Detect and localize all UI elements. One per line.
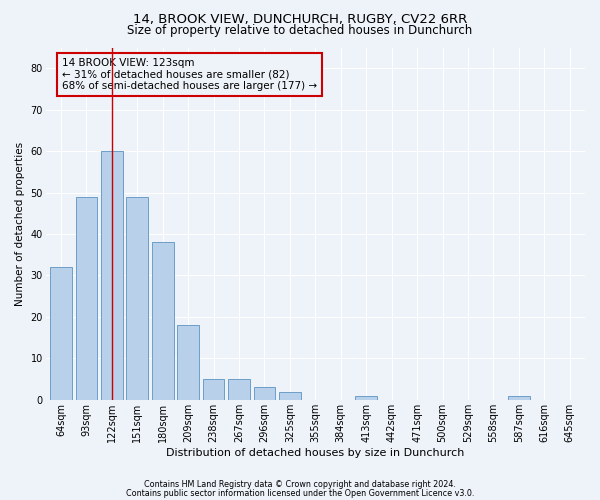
Bar <box>228 379 250 400</box>
Text: Contains HM Land Registry data © Crown copyright and database right 2024.: Contains HM Land Registry data © Crown c… <box>144 480 456 489</box>
Bar <box>101 151 122 400</box>
Text: Size of property relative to detached houses in Dunchurch: Size of property relative to detached ho… <box>127 24 473 37</box>
Bar <box>355 396 377 400</box>
Bar <box>127 196 148 400</box>
Y-axis label: Number of detached properties: Number of detached properties <box>15 142 25 306</box>
Text: Contains public sector information licensed under the Open Government Licence v3: Contains public sector information licen… <box>126 489 474 498</box>
Bar <box>254 388 275 400</box>
Bar <box>178 325 199 400</box>
Text: 14, BROOK VIEW, DUNCHURCH, RUGBY, CV22 6RR: 14, BROOK VIEW, DUNCHURCH, RUGBY, CV22 6… <box>133 12 467 26</box>
Bar <box>76 196 97 400</box>
Bar <box>508 396 530 400</box>
Bar <box>50 267 72 400</box>
X-axis label: Distribution of detached houses by size in Dunchurch: Distribution of detached houses by size … <box>166 448 464 458</box>
Bar <box>203 379 224 400</box>
Text: 14 BROOK VIEW: 123sqm
← 31% of detached houses are smaller (82)
68% of semi-deta: 14 BROOK VIEW: 123sqm ← 31% of detached … <box>62 58 317 92</box>
Bar <box>279 392 301 400</box>
Bar <box>152 242 173 400</box>
